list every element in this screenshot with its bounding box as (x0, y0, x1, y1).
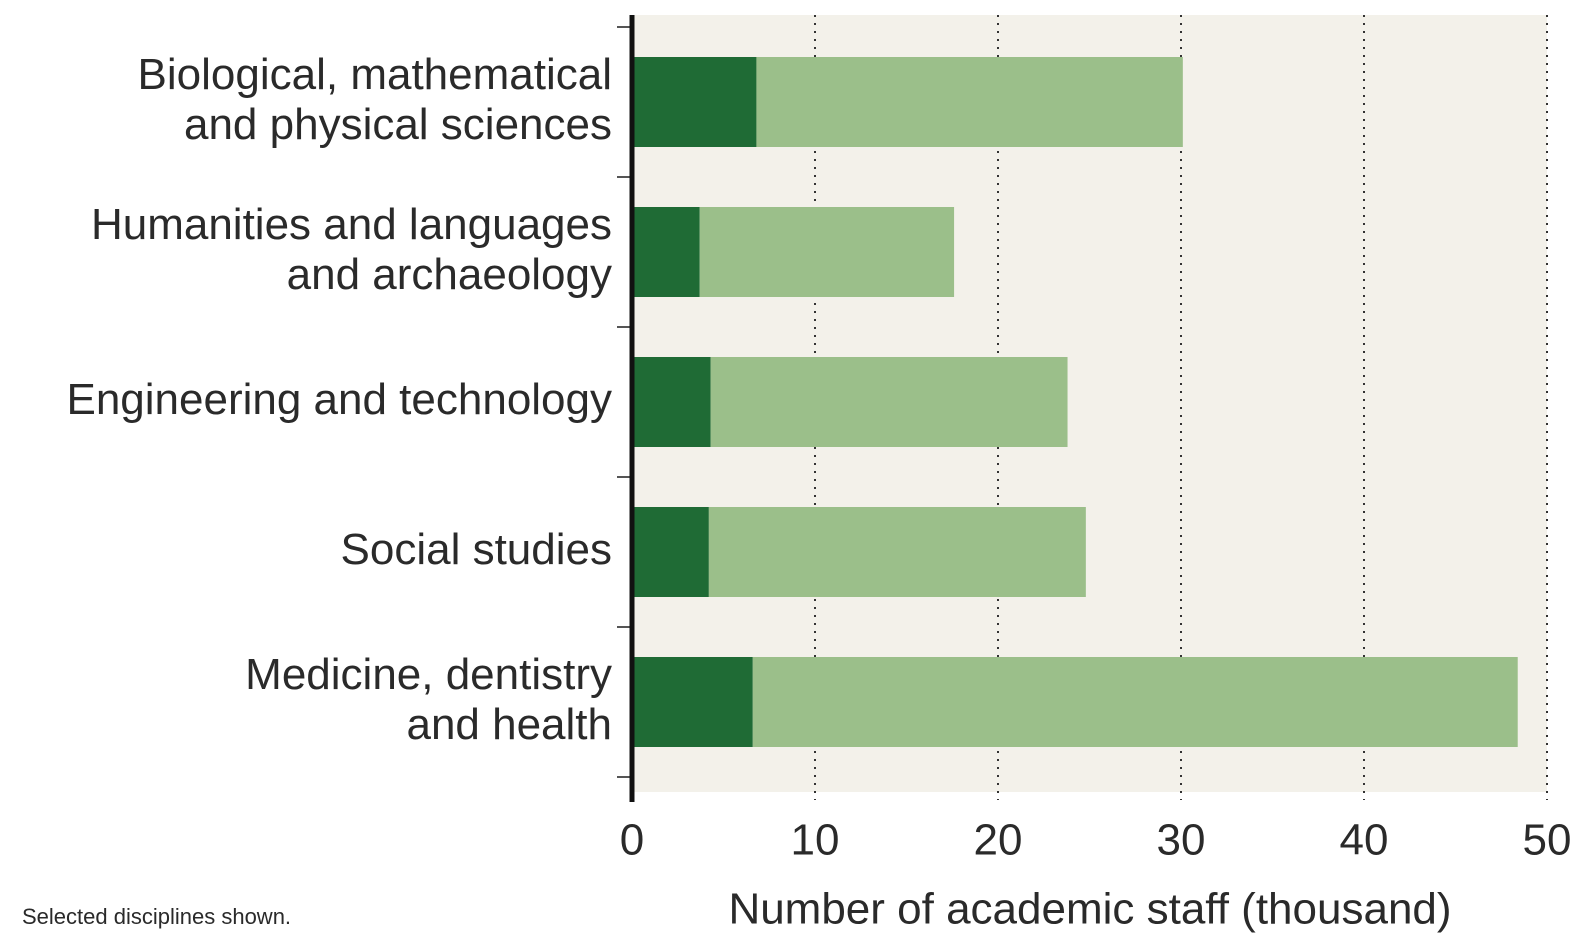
category-label-line: Social studies (341, 525, 612, 574)
category-label: Biological, mathematical and physical sci… (138, 50, 612, 149)
footnote: Selected disciplines shown. (22, 904, 291, 929)
bar-segment (710, 357, 1068, 447)
x-tick-label: 0 (620, 816, 644, 865)
category-label-line: and archaeology (287, 250, 612, 299)
bar-segment (632, 357, 711, 447)
category-label-line: Humanities and languages (91, 200, 612, 249)
x-tick-label: 20 (974, 816, 1023, 865)
bar-segment (752, 657, 1518, 747)
category-label: Engineering and technology (66, 375, 612, 424)
x-tick-label: 30 (1157, 816, 1206, 865)
category-label: Medicine, dentistry and health (245, 650, 612, 749)
bar-segment (632, 657, 753, 747)
category-label: Social studies (341, 525, 612, 574)
bar-segment (632, 507, 709, 597)
category-label-line: Engineering and technology (66, 375, 612, 424)
x-tick-label: 50 (1523, 816, 1572, 865)
bar-segment (632, 57, 757, 147)
category-label-line: and health (406, 700, 612, 749)
category-label-line: and physical sciences (184, 100, 612, 149)
category-label: Humanities and languages and archaeology (91, 200, 612, 299)
x-axis-title: Number of academic staff (thousand) (728, 885, 1451, 934)
bar-segment (756, 57, 1183, 147)
category-label-line: Biological, mathematical (138, 50, 612, 99)
x-tick-label: 10 (791, 816, 840, 865)
bar-segment (699, 207, 955, 297)
bar-segment (632, 207, 700, 297)
bar-segment (708, 507, 1086, 597)
category-label-line: Medicine, dentistry (245, 650, 612, 699)
x-tick-label: 40 (1340, 816, 1389, 865)
